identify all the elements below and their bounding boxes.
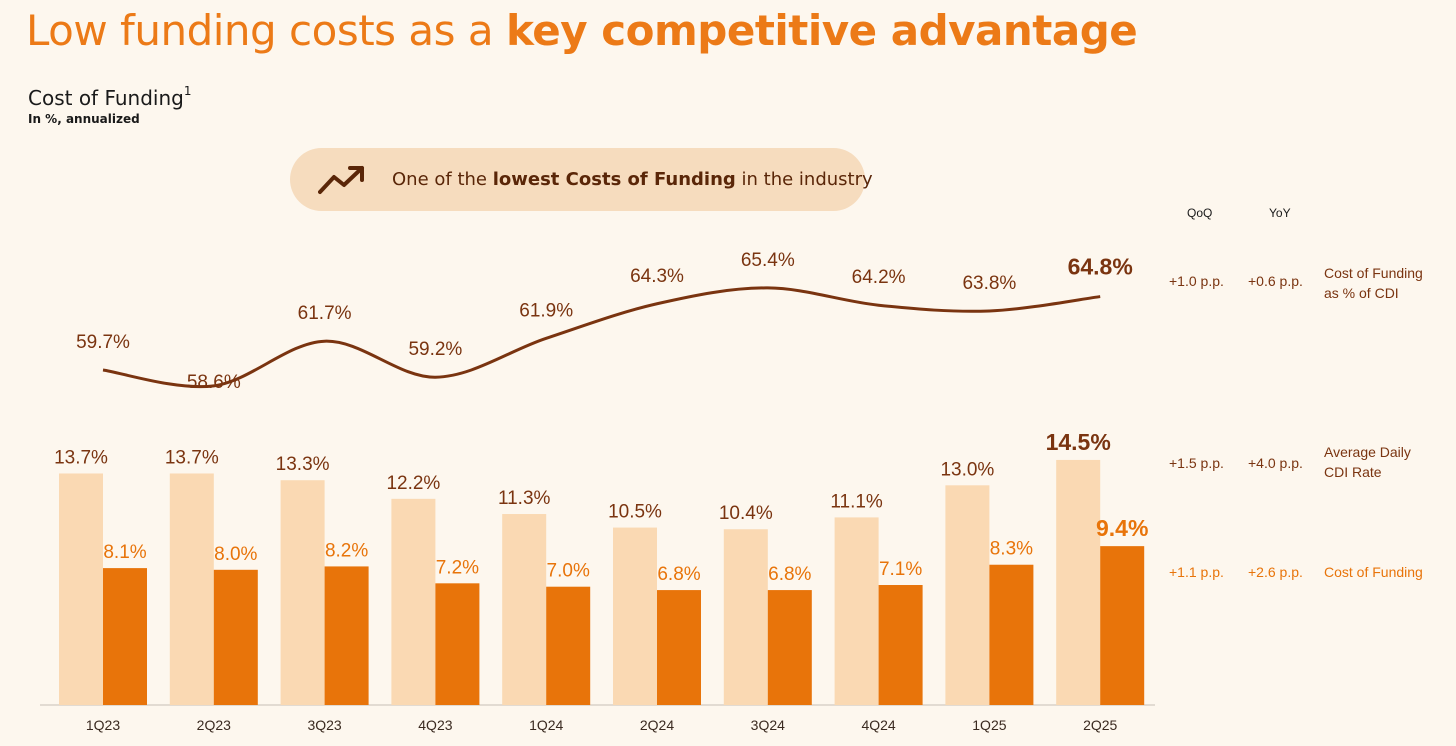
cof-bar-label: 9.4% [1096,515,1148,541]
header-yoy: YoY [1269,206,1291,220]
funding-chart: 13.7% 8.1% 1Q23 13.7% 8.0% 2Q23 13.3% 8.2% 3Q23 1… [40,250,1155,733]
x-tick-label: 2Q24 [640,717,674,733]
line-point-label: 58.6% [187,372,241,393]
cof-bar [213,569,258,705]
cdi-bar-label: 11.1% [830,491,883,512]
line-point-label: 64.8% [1068,254,1133,280]
cdi-bar-label: 12.2% [386,473,440,494]
cof-bar [878,585,923,705]
trending-up-icon [318,166,364,194]
cof-cdi-line [102,286,1101,389]
cdi-bar-label: 13.3% [276,454,330,475]
cof-bar-label: 6.8% [657,564,700,585]
line-point-label: 65.4% [741,250,795,271]
callout-bold: lowest Costs of Funding [492,169,736,190]
line-point-label: 59.7% [76,332,130,353]
cdi-bar [391,498,436,705]
line-point-label: 59.2% [408,339,462,360]
page-title: Low funding costs as a key competitive a… [26,6,1138,55]
legend-cof-cdi-line1: Cost of Funding [1324,265,1423,281]
qoq-cof: +1.1 p.p. [1169,564,1224,580]
legend-cof-cdi-line2: as % of CDI [1324,285,1399,301]
title-bold: key competitive advantage [505,6,1138,55]
cof-bar [103,568,147,705]
cdi-bar [945,485,990,705]
qoq-cdi: +1.5 p.p. [1169,455,1224,471]
line-point-label: 61.7% [298,303,352,324]
cdi-bar [169,473,214,705]
cdi-bar [59,473,103,705]
legend-cof-cdi: Cost of Funding as % of CDI [1324,263,1423,303]
x-tick-label: 1Q25 [972,717,1006,733]
cdi-bar-label: 13.7% [165,447,219,468]
legend-cof: Cost of Funding [1324,562,1423,582]
cof-bar [546,586,591,705]
callout-post: in the industry [735,169,873,190]
qoq-cof-cdi: +1.0 p.p. [1169,273,1224,289]
cof-bar-label: 8.2% [325,540,368,561]
line-point-label: 61.9% [519,300,573,321]
cof-bar-label: 7.0% [547,561,590,582]
x-tick-label: 4Q24 [861,717,895,733]
x-tick-label: 3Q23 [307,717,341,733]
cof-bar-label: 8.1% [103,542,146,563]
legend-cdi-line2: CDI Rate [1324,464,1382,480]
cof-bar-label: 6.8% [768,564,811,585]
cof-bar [435,583,480,705]
cdi-bar-label: 13.7% [54,447,108,468]
cdi-bar [1056,459,1101,705]
cdi-bar-label: 13.0% [940,459,994,480]
subtitle-main: Cost of Funding [28,86,184,110]
cdi-bar [723,529,768,705]
footnote-marker: 1 [183,84,192,98]
cof-bar [767,590,812,705]
callout-pre: One of the [392,169,493,190]
line-point-label: 63.8% [962,273,1016,294]
cdi-bar [834,517,879,705]
legend-cof-line1: Cost of Funding [1324,564,1423,580]
callout-text: One of the lowest Costs of Funding in th… [392,169,873,190]
yoy-cof-cdi: +0.6 p.p. [1248,273,1303,289]
cdi-bar [502,514,547,705]
x-tick-label: 2Q23 [197,717,231,733]
cdi-bar-label: 10.4% [719,503,773,524]
x-tick-label: 2Q25 [1083,717,1117,733]
cdi-bar-label: 10.5% [608,502,662,523]
legend-cdi: Average Daily CDI Rate [1324,442,1411,482]
x-tick-label: 3Q24 [751,717,785,733]
legend-cdi-line1: Average Daily [1324,444,1411,460]
cof-bar-label: 8.3% [990,539,1033,560]
cof-bar [989,564,1034,705]
cdi-bar-label: 11.3% [498,488,551,509]
cof-bar-label: 7.1% [879,559,922,580]
line-point-label: 64.3% [630,266,684,287]
x-tick-label: 1Q24 [529,717,563,733]
header-qoq: QoQ [1187,206,1213,220]
cof-bar [324,566,369,705]
cof-bar-label: 8.0% [214,544,257,565]
cdi-bar [613,527,657,705]
cof-bar [657,590,701,705]
cdi-bar [280,480,325,705]
cof-bar-label: 7.2% [436,557,479,578]
title-normal: Low funding costs as a [26,6,506,55]
subtitle-unit: In %, annualized [28,112,140,126]
yoy-cdi: +4.0 p.p. [1248,455,1303,471]
line-point-label: 64.2% [852,267,906,288]
chart-subtitle: Cost of Funding1 In %, annualized [28,84,192,126]
cdi-bar-label: 14.5% [1046,429,1111,455]
cof-bar [1100,546,1145,705]
x-tick-label: 4Q23 [418,717,452,733]
x-tick-label: 1Q23 [86,717,120,733]
callout-banner: One of the lowest Costs of Funding in th… [290,148,873,211]
yoy-cof: +2.6 p.p. [1248,564,1303,580]
